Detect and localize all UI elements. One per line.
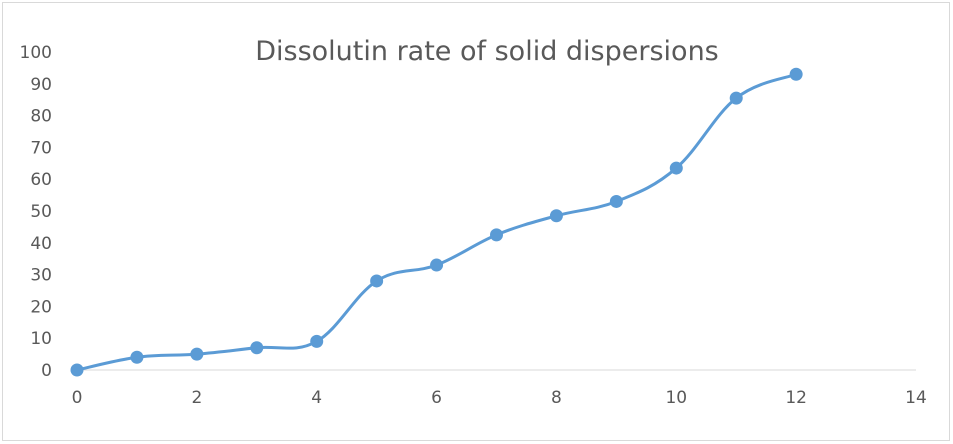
data-point <box>130 350 144 364</box>
data-point <box>250 341 264 355</box>
data-point <box>490 228 503 242</box>
data-point <box>310 334 324 348</box>
x-tick-label: 12 <box>785 388 807 408</box>
x-tick-label: 8 <box>551 388 562 408</box>
y-tick-label: 80 <box>30 107 52 127</box>
y-tick-label: 30 <box>30 266 52 286</box>
y-tick-label: 50 <box>30 202 52 222</box>
x-tick-label: 4 <box>311 388 322 408</box>
data-point <box>669 161 683 175</box>
x-tick-label: 2 <box>191 388 202 408</box>
data-point <box>370 274 384 288</box>
data-point <box>729 91 743 105</box>
data-point <box>609 194 623 208</box>
y-tick-label: 90 <box>30 75 52 95</box>
y-tick-label: 100 <box>20 43 52 63</box>
data-point <box>190 347 204 361</box>
x-tick-label: 6 <box>431 388 442 408</box>
y-tick-label: 20 <box>30 297 52 317</box>
chart-title: Dissolutin rate of solid dispersions <box>255 36 719 67</box>
series-layer <box>70 67 803 377</box>
y-tick-label: 60 <box>30 170 52 190</box>
x-tick-label: 10 <box>665 388 687 408</box>
x-tick-label: 0 <box>72 388 83 408</box>
data-point <box>70 363 84 377</box>
data-point <box>549 209 563 223</box>
y-tick-label: 40 <box>30 234 52 254</box>
y-tick-label: 10 <box>30 329 52 349</box>
y-tick-label: 70 <box>30 138 52 158</box>
data-point <box>789 67 803 81</box>
axis-layer: 0 10 20 30 40 50 60 70 80 90 100 0 2 4 6 8 10 12 14 <box>20 43 927 408</box>
series-line <box>75 72 798 372</box>
data-point <box>430 258 444 272</box>
x-tick-label: 14 <box>905 388 927 408</box>
y-tick-label: 0 <box>41 361 52 381</box>
